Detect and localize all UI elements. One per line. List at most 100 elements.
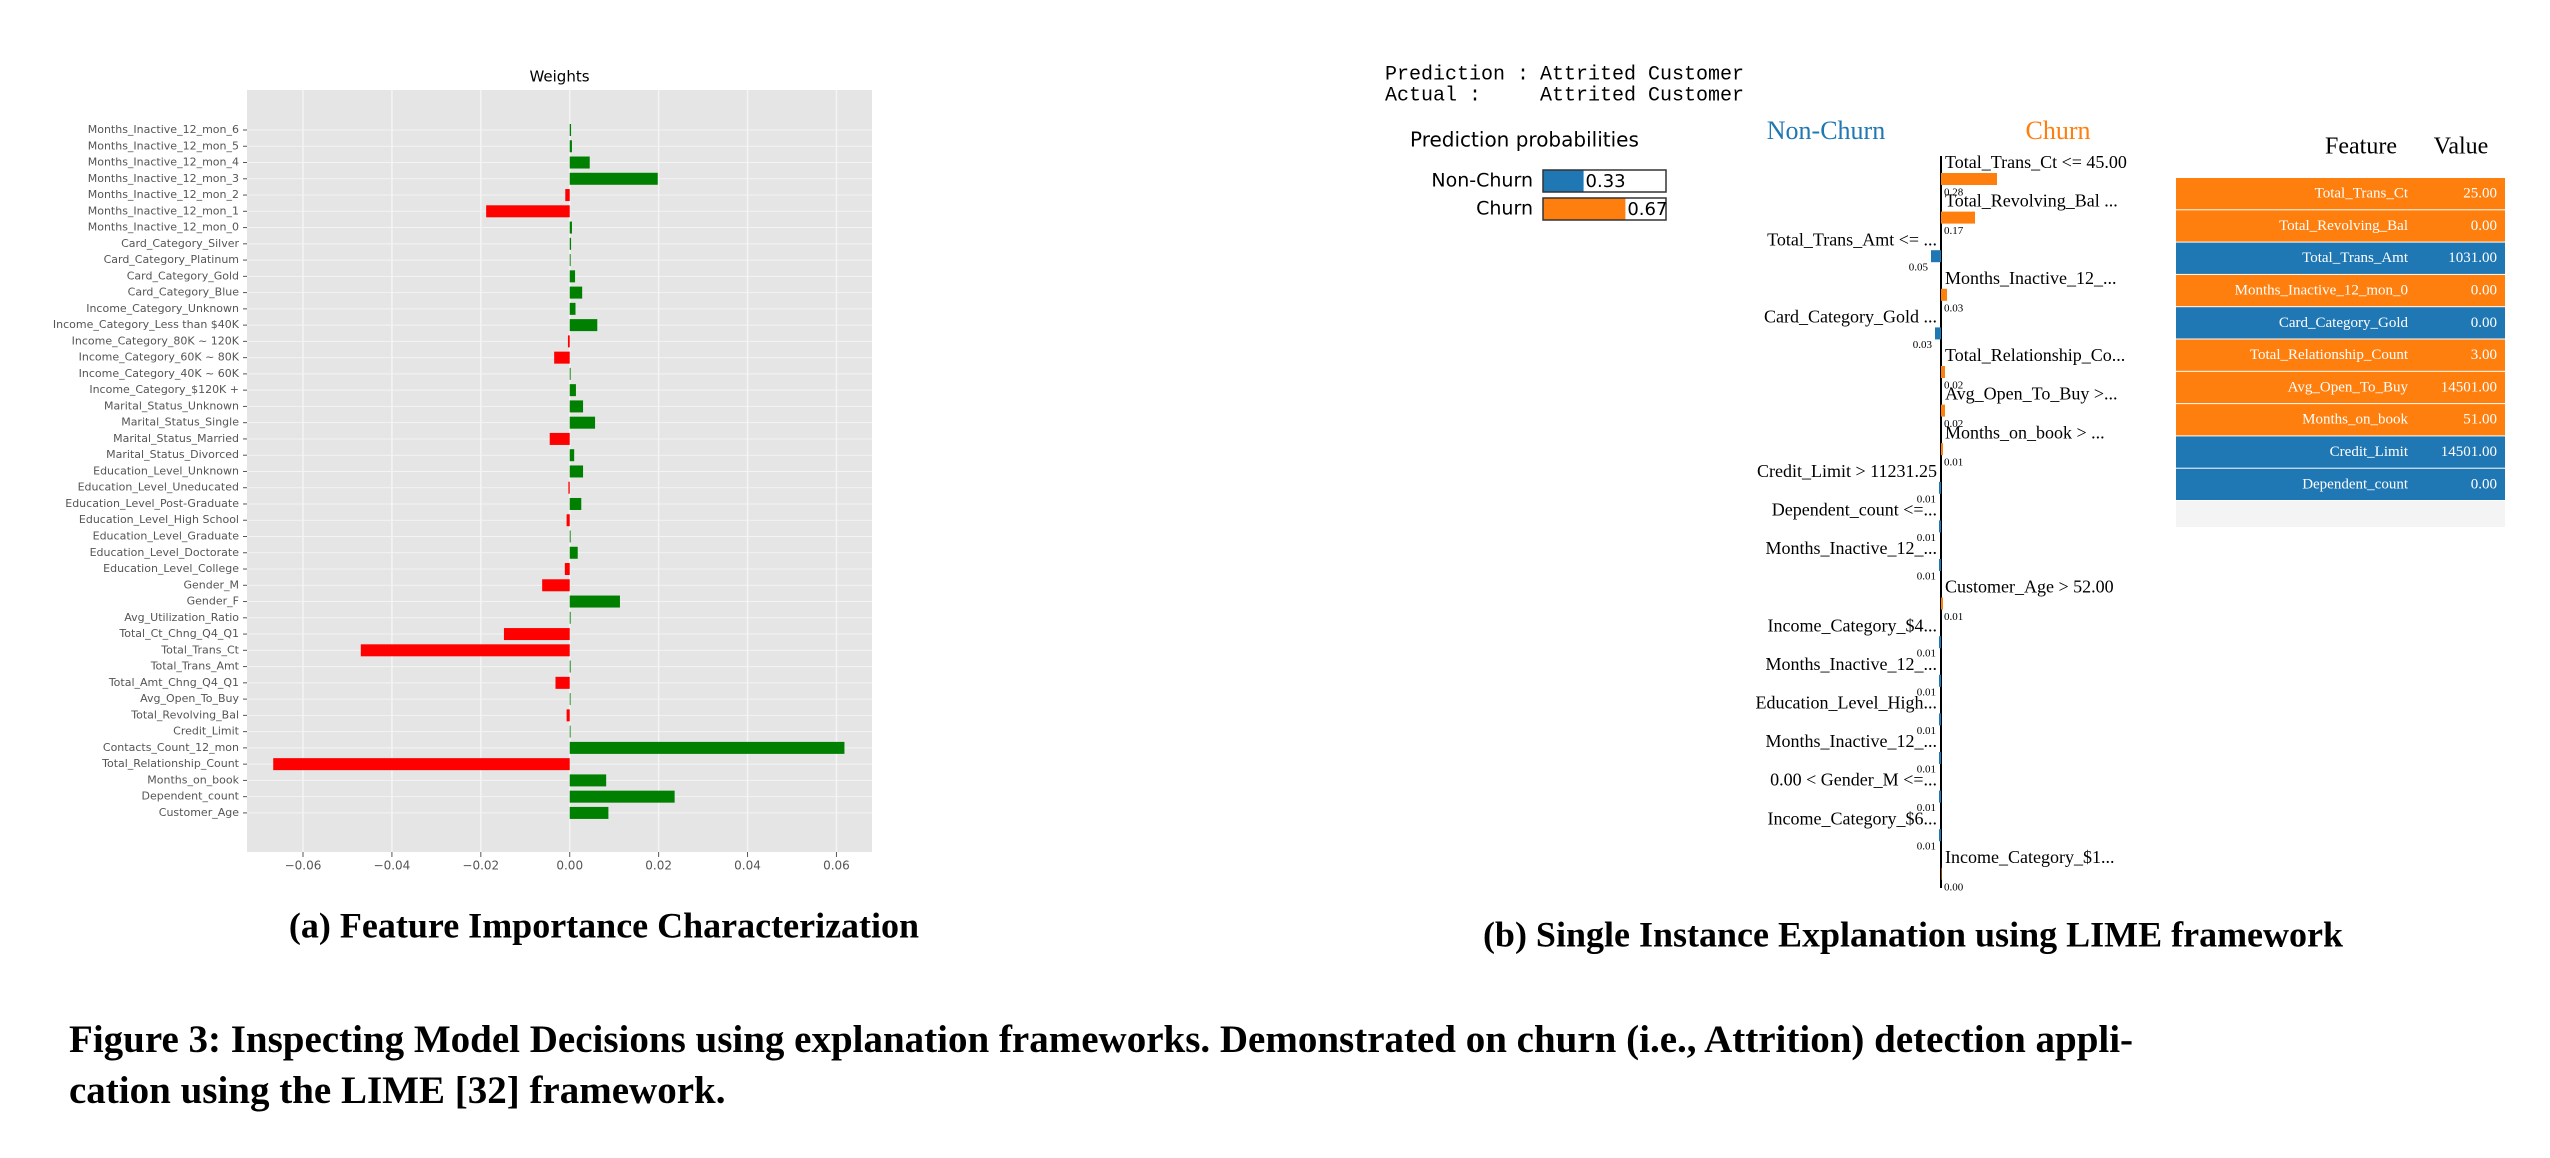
- bar: [569, 497, 582, 510]
- feature-label: Avg_Open_To_Buy >...: [1945, 384, 2118, 404]
- bar: [565, 189, 570, 202]
- bar: [1941, 366, 1945, 378]
- table-cell: 0.00: [2471, 282, 2497, 298]
- subcaption: (a) Feature Importance Characterization: [289, 905, 919, 945]
- table-cell: Total_Trans_Amt: [2302, 250, 2409, 266]
- y-tick-label: Education_Level_College: [103, 562, 239, 575]
- bar: [1939, 829, 1941, 842]
- table-row: [2176, 339, 2505, 371]
- bar: [1939, 674, 1941, 687]
- value-label: 0.01: [1917, 686, 1936, 698]
- bar: [569, 611, 571, 624]
- table-row: [2176, 178, 2505, 210]
- feature-label: Customer_Age > 52.00: [1945, 577, 2114, 597]
- y-tick-label: Card_Category_Gold: [127, 269, 239, 282]
- y-tick-label: Total_Revolving_Bal: [130, 708, 239, 721]
- bar: [1939, 481, 1941, 494]
- feature-label: 0.00 < Gender_M <=...: [1770, 770, 1937, 790]
- bar: [567, 335, 570, 348]
- bar: [360, 644, 570, 657]
- prediction-label: Prediction :: [1385, 63, 1529, 86]
- caption: cation using the LIME [32] framework.: [69, 1069, 725, 1112]
- feature-label: Months_Inactive_12_...: [1766, 538, 1937, 558]
- table-row: [2176, 242, 2505, 274]
- bar: [569, 546, 578, 559]
- table-cell: Total_Relationship_Count: [2250, 347, 2409, 363]
- bar: [1941, 288, 1947, 301]
- bar-frame: [1542, 169, 1667, 193]
- table-cell: 14501.00: [2441, 379, 2497, 395]
- y-tick-label: Dependent_count: [141, 790, 239, 803]
- y-tick-label: Months_Inactive_12_mon_4: [88, 156, 239, 169]
- bar: [569, 384, 576, 397]
- value-label: 0.01: [1917, 571, 1936, 583]
- table-cell: Total_Trans_Ct: [2315, 186, 2409, 202]
- bar: [554, 351, 570, 364]
- bar: [555, 676, 570, 689]
- bar: [569, 124, 572, 136]
- y-tick-label: Education_Level_Uneducated: [78, 481, 239, 494]
- chart-title: Weights: [529, 68, 589, 86]
- category-label: Non-Churn: [1431, 170, 1533, 192]
- y-tick-label: Credit_Limit: [173, 725, 240, 738]
- value-label: 0.01: [1917, 725, 1936, 737]
- bar: [569, 302, 576, 315]
- bar: [1939, 752, 1941, 764]
- y-tick-label: Education_Level_Doctorate: [90, 546, 240, 559]
- y-tick-label: Months_Inactive_12_mon_1: [88, 204, 239, 217]
- y-tick-label: Education_Level_Post-Graduate: [65, 497, 239, 510]
- bar: [569, 449, 575, 462]
- bar-frame: [1542, 197, 1667, 221]
- y-tick-label: Gender_M: [183, 578, 239, 591]
- table-header: Feature: [2325, 134, 2397, 160]
- table-row: [2176, 210, 2505, 242]
- feature-label: Card_Category_Gold ...: [1764, 307, 1937, 327]
- table-cell: Card_Category_Gold: [2279, 315, 2409, 331]
- category-label: Churn: [1476, 198, 1533, 220]
- bar: [569, 725, 571, 738]
- bar: [569, 416, 596, 429]
- bar: [569, 270, 576, 283]
- bar: [566, 514, 570, 527]
- feature-label: Months_Inactive_12_...: [1766, 654, 1937, 674]
- y-tick-label: Education_Level_High School: [79, 513, 239, 526]
- bar: [569, 595, 620, 608]
- feature-label: Income_Category_$6...: [1768, 808, 1937, 828]
- bar: [1941, 173, 1997, 185]
- bar: [1941, 867, 1942, 880]
- x-tick-label: 0.02: [645, 859, 672, 873]
- table-cell: Avg_Open_To_Buy: [2288, 379, 2409, 395]
- bar: [569, 774, 607, 787]
- y-tick-label: Months_Inactive_12_mon_2: [88, 188, 239, 201]
- bar: [568, 481, 570, 494]
- feature-label: Total_Trans_Ct <= 45.00: [1945, 152, 2127, 172]
- bar: [566, 709, 570, 722]
- bar: [1941, 404, 1945, 417]
- y-tick-label: Months_on_book: [147, 773, 239, 786]
- bar: [569, 660, 571, 673]
- table-cell: 14501.00: [2441, 444, 2497, 460]
- y-tick-label: Card_Category_Silver: [121, 237, 239, 250]
- value-label: 0.01: [1944, 611, 1963, 623]
- bar: [1543, 170, 1584, 192]
- bar: [569, 286, 583, 299]
- chart-title: Prediction probabilities: [1410, 128, 1639, 152]
- feature-label: Income_Category_$4...: [1768, 615, 1937, 635]
- bar: [569, 400, 584, 413]
- subcaption: (b) Single Instance Explanation using LI…: [1483, 914, 2343, 954]
- feature-label: Income_Category_$1...: [1945, 847, 2114, 867]
- feature-label: Months_Inactive_12_...: [1945, 268, 2116, 288]
- y-tick-label: Education_Level_Graduate: [93, 530, 240, 543]
- actual-label: Actual :: [1385, 84, 1481, 107]
- value-label: 0.01: [1917, 841, 1936, 853]
- feature-label: Total_Trans_Amt <= ...: [1767, 229, 1937, 249]
- x-tick-label: 0.06: [823, 859, 850, 873]
- legend-header: Churn: [2026, 116, 2091, 145]
- value-label: 0.67: [1627, 199, 1667, 220]
- bar: [569, 693, 571, 706]
- y-tick-label: Months_Inactive_12_mon_3: [88, 172, 239, 185]
- actual-value: Attrited Customer: [1540, 84, 1744, 107]
- feature-label: Total_Relationship_Co...: [1945, 345, 2125, 365]
- bar: [569, 790, 675, 803]
- y-tick-label: Education_Level_Unknown: [93, 464, 239, 477]
